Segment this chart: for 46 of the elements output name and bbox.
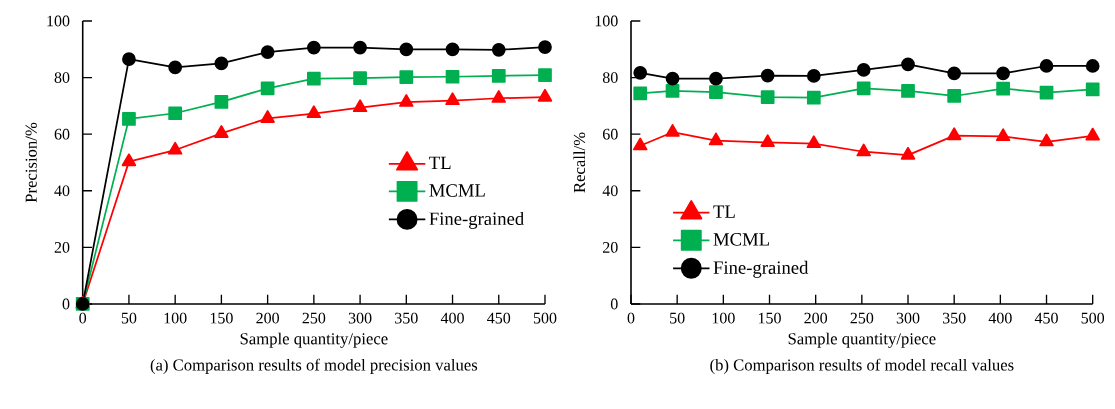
text: (b) Comparison results of model recall values xyxy=(710,358,1014,374)
x-tick-label: 150 xyxy=(210,312,233,324)
y-tick-label: 20 xyxy=(603,241,618,253)
y-axis-title: Precision/% xyxy=(25,122,37,203)
x-tick-label: 0 xyxy=(627,312,635,324)
legend-label: Fine-grained xyxy=(429,211,524,229)
x-tick-label: 450 xyxy=(487,312,511,324)
x-tick-label: 100 xyxy=(164,312,187,324)
y-tick-label: 100 xyxy=(47,15,70,27)
y-tick-label: 60 xyxy=(54,128,70,140)
y-tick-label: 40 xyxy=(602,185,618,197)
x-tick-label: 250 xyxy=(302,312,326,324)
y-tick-label: 0 xyxy=(62,298,70,310)
y-tick-label: 80 xyxy=(602,72,618,83)
y-tick-label: 60 xyxy=(602,128,618,140)
x-axis-title: Sample quantity/piece xyxy=(240,332,388,348)
x-tick-label: 350 xyxy=(942,312,966,324)
x-tick-label: 450 xyxy=(1034,312,1058,324)
y-tick-label: 80 xyxy=(54,72,70,83)
x-tick-label: 350 xyxy=(395,312,418,324)
x-tick-label: 150 xyxy=(758,312,781,324)
y-tick-label: 40 xyxy=(54,185,70,197)
x-tick-label: 250 xyxy=(850,312,874,324)
x-tick-label: 400 xyxy=(988,312,1012,324)
y-tick-label: 100 xyxy=(595,15,618,27)
legend-label: Fine-grained xyxy=(713,260,809,278)
y-axis-title: Recall/% xyxy=(573,132,586,193)
x-tick-label: 300 xyxy=(348,312,372,324)
legend-label: MCML xyxy=(429,184,485,197)
x-tick-label: 0 xyxy=(79,312,87,324)
y-tick-label: 0 xyxy=(610,298,618,310)
x-tick-label: 200 xyxy=(804,312,828,324)
y-tick-label: 20 xyxy=(54,241,70,253)
x-axis-title: Sample quantity/piece xyxy=(788,332,936,348)
x-tick-label: 500 xyxy=(533,312,557,324)
x-tick-label: 200 xyxy=(256,312,279,324)
legend-label: TL xyxy=(429,156,451,169)
x-tick-label: 400 xyxy=(440,312,464,324)
legend-label: MCML xyxy=(713,233,769,246)
text: (a) Comparison results of model precision values xyxy=(150,358,478,374)
legend-label: TL xyxy=(713,205,735,218)
x-tick-label: 300 xyxy=(896,312,920,324)
x-tick-label: 50 xyxy=(121,312,137,324)
x-tick-label: 500 xyxy=(1081,312,1105,324)
x-tick-label: 100 xyxy=(712,312,735,324)
x-tick-label: 50 xyxy=(670,312,685,324)
